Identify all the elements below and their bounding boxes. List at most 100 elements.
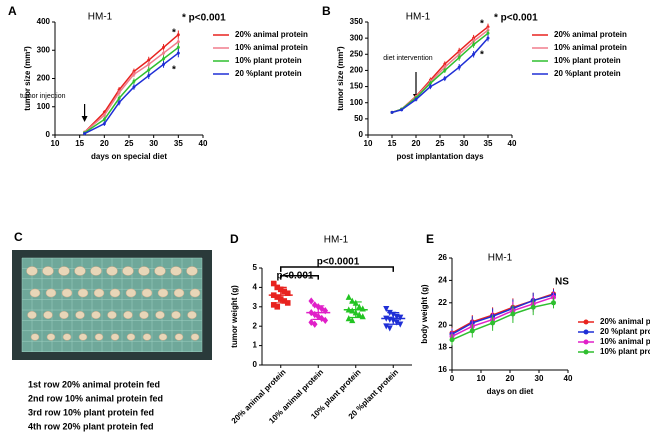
x-axis-label: days on special diet	[91, 152, 167, 161]
sd-bar	[349, 301, 362, 319]
point	[132, 79, 136, 83]
point	[176, 33, 180, 37]
y-tick-label: 150	[350, 82, 364, 91]
y-tick-label: 26	[438, 253, 447, 262]
x-tick-label: 30	[535, 374, 544, 383]
legend-label: 20 %plant protein	[600, 327, 650, 336]
point	[311, 320, 318, 328]
point	[274, 304, 281, 310]
legend-label: 10% plant protein	[554, 56, 621, 65]
point	[472, 43, 476, 47]
point	[449, 337, 455, 343]
y-tick-label: 200	[350, 66, 364, 75]
y-tick-label: 300	[350, 33, 364, 42]
point	[117, 91, 121, 95]
point	[284, 300, 291, 306]
tissue-piece	[174, 333, 184, 341]
caption-line: 1st row 20% animal protein fed	[28, 379, 160, 389]
tissue-piece	[45, 288, 57, 298]
point	[162, 45, 166, 49]
x-tick-label: 40	[199, 139, 208, 148]
tissue-piece	[110, 333, 120, 341]
tissue-piece	[93, 288, 105, 298]
x-axis-label: days on diet	[487, 387, 534, 396]
x-tick-label: 15	[75, 139, 84, 148]
point	[486, 31, 490, 35]
caption-line: 3rd row 10% plant protein fed	[28, 407, 154, 417]
tissue-piece	[141, 288, 153, 298]
point	[490, 320, 496, 326]
tissue-piece	[94, 333, 104, 341]
point	[472, 52, 476, 56]
panel-label: E	[426, 232, 434, 246]
chart-title: HM-1	[488, 253, 513, 264]
point	[147, 74, 151, 78]
tissue-piece	[173, 288, 185, 298]
point	[397, 321, 404, 328]
tissue-piece	[74, 266, 86, 276]
tissue-piece	[122, 266, 134, 276]
sd-bar	[387, 312, 400, 325]
tissue-piece	[170, 266, 182, 276]
point	[147, 58, 151, 62]
point	[162, 62, 166, 66]
point	[322, 316, 329, 325]
x-tick-label: 25	[125, 139, 134, 148]
legend-marker	[583, 349, 589, 355]
y-tick-label: 0	[359, 130, 364, 139]
annotation: *	[480, 19, 484, 30]
tissue-piece	[27, 311, 37, 319]
tissue-piece	[90, 266, 102, 276]
y-tick-label: 16	[438, 365, 447, 374]
point	[83, 132, 87, 136]
point	[510, 311, 516, 317]
point	[356, 303, 363, 310]
annotation: *	[172, 28, 176, 39]
annotation: diet intervention	[383, 55, 433, 62]
legend-label: 10% plant protein	[235, 56, 302, 65]
caption-line: 2nd row 10% animal protein fed	[28, 393, 163, 403]
point	[102, 122, 106, 126]
series-line	[451, 302, 554, 341]
x-axis-label: post implantation days	[396, 152, 484, 161]
caption-line: 4th row 20% plant protein fed	[28, 421, 154, 431]
point	[132, 72, 136, 76]
tissue-piece	[155, 311, 165, 319]
x-tick-label: 30	[149, 139, 158, 148]
y-tick-label: 400	[37, 17, 51, 26]
x-tick-label: 20	[412, 139, 421, 148]
point	[443, 62, 447, 66]
tissue-piece	[46, 333, 56, 341]
legend-label: 10% plant protein	[600, 347, 650, 356]
point	[147, 62, 151, 66]
y-tick-label: 24	[438, 276, 447, 285]
tissue-piece	[62, 333, 72, 341]
legend-label: 20% animal protein	[554, 30, 627, 39]
tissue-piece	[138, 266, 150, 276]
point	[162, 57, 166, 61]
legend-label: 20 %plant protein	[554, 69, 621, 78]
bracket	[280, 266, 394, 272]
tissue-piece	[26, 266, 38, 276]
tissue-piece	[42, 266, 54, 276]
point	[102, 117, 106, 121]
x-tick-label: 30	[460, 139, 469, 148]
legend-marker	[583, 329, 589, 335]
legend-label: 20% animal protein	[235, 30, 308, 39]
annotation: * p<0.001	[182, 13, 226, 24]
point	[551, 300, 556, 306]
y-tick-label: 300	[37, 45, 51, 54]
tissue-piece	[126, 333, 136, 341]
chart-title: HM-1	[406, 12, 431, 23]
annotation: * p<0.001	[494, 13, 538, 24]
x-tick-label: 35	[484, 139, 493, 148]
y-tick-label: 2	[253, 321, 258, 330]
point	[349, 317, 356, 324]
y-axis-label: body weight (g)	[420, 284, 429, 343]
legend-label: 10% animal protein	[554, 43, 627, 52]
point	[443, 68, 447, 72]
panel-label: C	[14, 230, 23, 244]
series-line	[451, 294, 554, 335]
y-tick-label: 250	[350, 49, 364, 58]
tissue-piece	[61, 288, 73, 298]
